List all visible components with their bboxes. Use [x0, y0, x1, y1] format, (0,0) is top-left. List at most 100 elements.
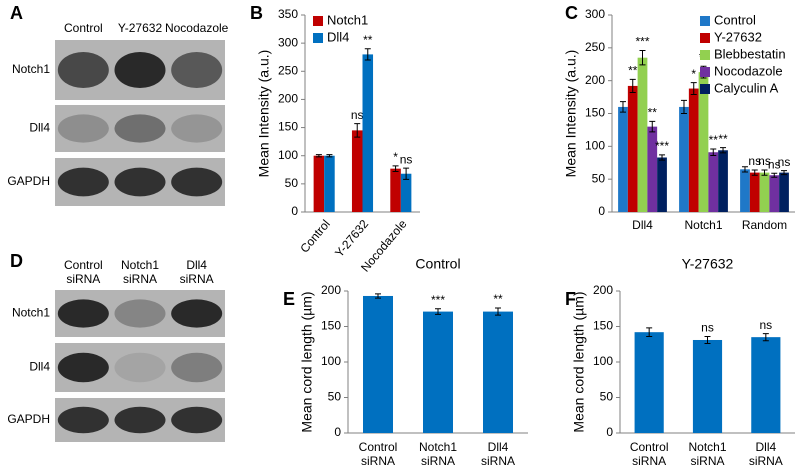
y-tick-label: 200: [278, 92, 298, 106]
bar: [657, 157, 667, 212]
blot-band: [114, 299, 166, 328]
significance-label: ns: [758, 154, 771, 168]
blot-band: [57, 52, 109, 88]
bar: [647, 126, 658, 212]
bar: [740, 169, 750, 212]
chart-title: Control: [415, 256, 460, 272]
significance-label: ns: [778, 155, 791, 169]
blot-band: [171, 52, 223, 88]
blot-band: [171, 352, 223, 383]
panel-letter: E: [283, 289, 295, 309]
blot-row-label: GAPDH: [7, 412, 50, 426]
legend-swatch: [700, 84, 710, 94]
blot-band: [57, 299, 109, 328]
error-bar: [354, 123, 361, 138]
panel-letter: D: [10, 251, 23, 271]
legend-label: Notch1: [327, 12, 368, 27]
blot-band: [57, 114, 109, 143]
y-tick-label: 300: [278, 35, 298, 49]
error-bar: [704, 335, 711, 345]
x-tick-label: Dll4: [632, 218, 653, 232]
y-tick-label: 250: [278, 63, 298, 77]
error-bar: [751, 169, 758, 176]
legend-swatch: [700, 16, 710, 26]
y-tick-label: 100: [585, 139, 605, 153]
y-tick-label: 50: [592, 171, 606, 185]
y-tick-label: 0: [598, 204, 605, 218]
bar: [718, 150, 728, 212]
bar: [708, 152, 719, 212]
x-tick-label: Notch1: [684, 218, 722, 232]
legend-label: Nocodazole: [714, 63, 783, 78]
significance-label: **: [648, 106, 658, 120]
blot-band: [171, 114, 223, 143]
error-bar: [741, 166, 748, 173]
blot-band: [171, 167, 223, 197]
y-tick-label: 0: [291, 204, 298, 218]
significance-label: **: [628, 64, 638, 78]
error-bar: [364, 48, 371, 61]
y-axis-label: Mean cord length (µm): [299, 291, 315, 432]
blot-row-label: Notch1: [12, 62, 50, 76]
y-axis-label: Mean Intensity (a.u.): [256, 50, 272, 178]
error-bar: [435, 308, 441, 315]
bar: [698, 72, 709, 212]
chart-title: Y-27632: [682, 256, 734, 272]
blot-column-label: Y-27632: [117, 21, 163, 35]
blot-band: [114, 352, 166, 383]
legend-label: Blebbestatin: [714, 46, 786, 61]
blot-strip: [55, 105, 225, 152]
error-bar: [392, 165, 399, 172]
bar: [362, 54, 374, 213]
bar: [637, 57, 648, 212]
blot-column-label: Notch1 siRNA: [120, 258, 160, 286]
significance-label: ns: [759, 318, 772, 332]
x-tick-label: Control: [297, 217, 333, 256]
blot-column-label: Nocodazole: [164, 21, 229, 35]
y-tick-label: 200: [321, 283, 341, 297]
blot-band: [171, 299, 223, 328]
y-tick-label: 150: [585, 106, 605, 120]
blot-band: [171, 406, 223, 434]
blot-row-label: Notch1: [12, 306, 50, 320]
blot-band: [57, 406, 109, 434]
blot-band: [114, 167, 166, 197]
legend-label: Calyculin A: [714, 80, 779, 95]
x-tick-label: Y-27632: [332, 217, 371, 260]
legend-swatch: [700, 67, 710, 77]
error-bar: [315, 154, 322, 158]
bar: [313, 155, 325, 212]
y-tick-label: 50: [328, 390, 342, 404]
y-tick-label: 100: [593, 354, 613, 368]
y-tick-label: 100: [278, 148, 298, 162]
bar: [400, 173, 412, 212]
y-tick-label: 50: [600, 390, 614, 404]
significance-label: ns: [748, 154, 761, 168]
error-bar: [646, 327, 653, 337]
bar: [351, 130, 363, 212]
significance-label: **: [718, 132, 728, 146]
significance-label: ***: [431, 293, 445, 307]
blot-row-label: Dll4: [29, 121, 50, 135]
blot-column-label: Control: [63, 21, 103, 35]
y-tick-label: 0: [334, 425, 341, 439]
bar: [692, 339, 723, 433]
bar: [751, 337, 781, 433]
error-bar: [680, 99, 687, 114]
significance-label: ns: [768, 157, 781, 171]
blot-band: [114, 406, 166, 434]
x-tick-label: Control siRNA: [358, 440, 398, 468]
x-tick-label: Dll4 siRNA: [748, 440, 783, 468]
y-tick-label: 150: [321, 319, 341, 333]
error-bar: [619, 101, 626, 113]
y-tick-label: 100: [321, 354, 341, 368]
x-tick-label: Dll4 siRNA: [480, 440, 515, 468]
x-tick-label: Random: [742, 218, 787, 232]
x-tick-label: Control siRNA: [629, 440, 669, 468]
bar: [688, 88, 699, 212]
panel-letter: B: [250, 3, 263, 23]
bar: [779, 172, 789, 212]
significance-label: *: [691, 67, 696, 81]
bar: [759, 172, 770, 212]
